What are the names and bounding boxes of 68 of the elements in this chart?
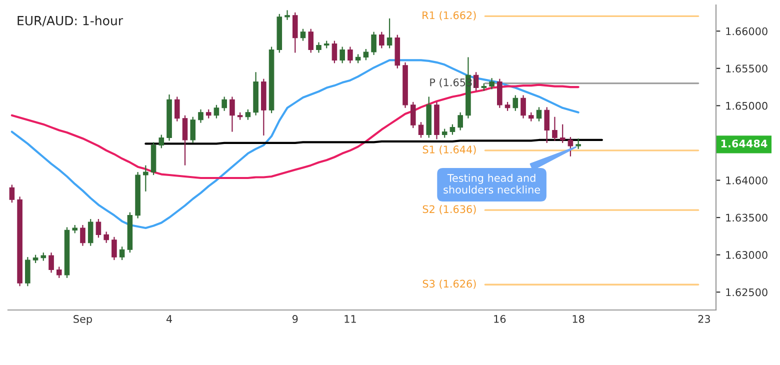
candlestick [371, 31, 376, 56]
candlestick [174, 96, 180, 122]
candlestick [245, 108, 251, 120]
x-tick-label: 9 [292, 315, 298, 323]
candlestick [222, 96, 227, 112]
candlestick [104, 231, 109, 244]
ref-line-label: S2 (1.636) [422, 205, 476, 214]
candlestick [143, 164, 148, 192]
candlestick [182, 114, 188, 166]
candlestick [520, 94, 526, 119]
candlestick [230, 96, 235, 132]
candlestick [379, 31, 384, 49]
candlestick [544, 106, 550, 144]
line-series [10, 59, 580, 230]
candlestick [560, 124, 566, 144]
candlestick [552, 116, 558, 142]
candlestick [96, 218, 102, 238]
candlestick [284, 10, 290, 20]
text: EUR/AUD: 1-hour [18, 16, 124, 26]
x-tick-label: Sep [74, 315, 92, 325]
candlestick [450, 124, 456, 136]
candlestick [458, 112, 463, 131]
candlestick [25, 256, 30, 287]
y-tick-label: 1.65000 [726, 102, 768, 110]
candlestick [198, 108, 204, 124]
x-tick-label: 16 [494, 315, 506, 323]
candlestick [568, 136, 574, 157]
ref-line-label: R1 (1.662) [422, 11, 476, 20]
candlestick [190, 116, 196, 144]
candlestick [536, 106, 542, 122]
candlestick [363, 48, 369, 61]
candlestick [497, 78, 502, 108]
candlestick [340, 46, 345, 64]
y-tick-label: 1.66000 [726, 27, 768, 36]
y-tick-label: 1.63500 [726, 214, 768, 222]
candlestick [48, 252, 54, 274]
y-tick-label: 1.63000 [726, 251, 768, 259]
candlestick [56, 266, 62, 278]
annotation: Testing head and shoulders neckline [444, 174, 540, 194]
candlestick [300, 28, 306, 42]
candlestick [88, 218, 94, 246]
candlestick [119, 246, 125, 261]
x-tick-label: 4 [166, 315, 172, 323]
candlestick [418, 122, 424, 138]
candlestick [348, 46, 353, 64]
candlestick [332, 40, 338, 64]
y-tick-label: 1.65500 [726, 64, 768, 72]
candlestick [80, 224, 86, 246]
candlestick [410, 101, 416, 129]
text: 1.64484 [721, 140, 768, 148]
candlestick [292, 12, 298, 54]
candlestick [512, 94, 518, 112]
candlestick [308, 28, 314, 54]
x-tick-label: 11 [344, 315, 356, 323]
candlestick [489, 78, 494, 90]
candlestick [9, 184, 15, 204]
candlestick [386, 18, 392, 49]
candlestick [158, 134, 164, 149]
candlestick [316, 42, 322, 54]
x-tick-label: 18 [572, 315, 584, 323]
x-tick-label: 23 [698, 315, 710, 323]
candlestick [576, 138, 581, 150]
y-tick-label: 1.62500 [726, 288, 768, 296]
candlestick [214, 104, 220, 119]
ref-line-label: S1 (1.644) [422, 145, 476, 155]
candlestick [112, 236, 117, 261]
ref-line-label: S3 (1.626) [422, 280, 476, 289]
y-tick-label: 1.64000 [726, 176, 768, 184]
